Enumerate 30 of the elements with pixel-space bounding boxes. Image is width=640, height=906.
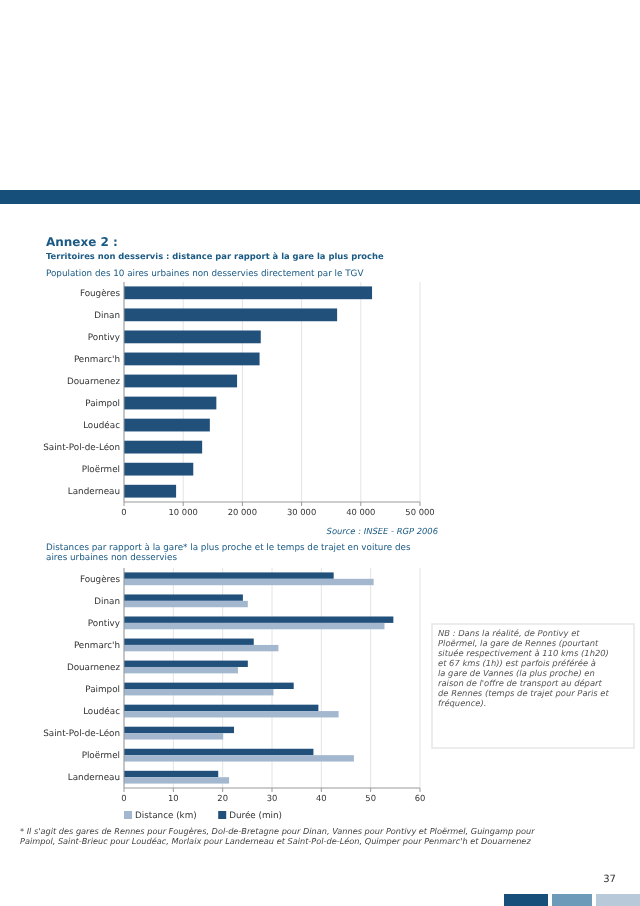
bar [124, 755, 354, 762]
bar [124, 352, 260, 366]
bar [124, 726, 235, 734]
bar [124, 330, 261, 344]
bar [124, 711, 339, 718]
bar [124, 777, 230, 784]
bar [124, 689, 274, 696]
bar [124, 578, 374, 586]
bar [124, 594, 243, 601]
bar [124, 622, 385, 630]
bar [124, 682, 294, 690]
bar [124, 638, 254, 645]
bar [124, 704, 319, 712]
bar [124, 616, 394, 623]
bar [124, 748, 314, 756]
bar [124, 308, 338, 322]
bar [124, 396, 217, 410]
bar [124, 484, 177, 498]
bar [124, 572, 334, 579]
bar [124, 644, 279, 652]
bar [124, 770, 219, 778]
bar [124, 374, 238, 388]
bar [124, 733, 224, 740]
bar [124, 600, 248, 608]
bar [124, 286, 373, 300]
bar [124, 666, 238, 674]
bar [124, 440, 203, 454]
bar [124, 660, 248, 667]
bar [124, 418, 210, 432]
bar [124, 462, 194, 476]
